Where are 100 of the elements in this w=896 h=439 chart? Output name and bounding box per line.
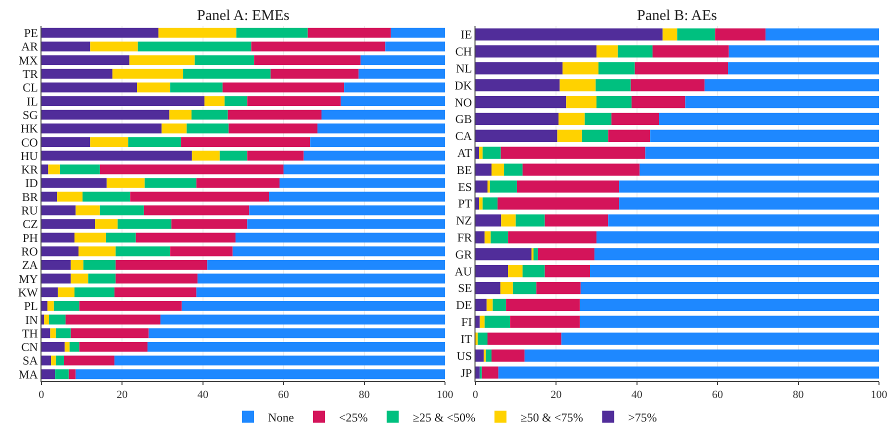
bar <box>360 55 445 66</box>
bar <box>41 192 58 202</box>
bar <box>480 316 485 328</box>
bar <box>321 110 445 120</box>
y-tick-label: US <box>456 348 472 363</box>
bar <box>475 282 500 294</box>
bar <box>41 232 74 243</box>
bar <box>510 316 580 328</box>
bar <box>116 260 208 270</box>
bar <box>486 350 492 362</box>
bar <box>344 82 445 92</box>
bar <box>596 96 632 108</box>
bar <box>475 164 492 176</box>
bar <box>158 28 236 38</box>
y-tick-label: PT <box>458 196 473 211</box>
y-tick-label: SG <box>22 108 38 122</box>
bar <box>728 45 879 58</box>
y-tick-label: CL <box>22 80 38 95</box>
bar <box>41 164 48 174</box>
y-tick-label: CA <box>455 129 472 144</box>
bar <box>475 265 508 278</box>
y-tick-label: HK <box>20 122 38 136</box>
bar <box>58 287 74 298</box>
bar <box>41 28 158 38</box>
bar <box>390 28 445 38</box>
y-tick-label: PL <box>24 299 38 314</box>
bar <box>74 232 106 243</box>
bar <box>112 68 184 79</box>
bar <box>130 192 270 202</box>
bar <box>562 62 598 74</box>
bar <box>475 28 663 41</box>
bar <box>487 332 562 345</box>
x-tick-label: 100 <box>870 389 888 402</box>
bar <box>596 45 618 58</box>
bar <box>220 150 248 161</box>
x-tick-label: 80 <box>358 389 370 402</box>
bar <box>478 332 488 345</box>
y-tick-label: FR <box>457 230 472 245</box>
bar <box>566 96 596 108</box>
bar <box>106 178 145 188</box>
y-tick-label: KW <box>18 285 39 300</box>
bar <box>704 79 879 92</box>
x-tick-label: 0 <box>472 389 479 402</box>
y-tick-label: GR <box>455 247 472 262</box>
bar <box>192 110 228 120</box>
bar <box>41 314 44 324</box>
bar <box>144 205 250 216</box>
bar <box>148 342 445 352</box>
bar <box>662 28 678 41</box>
bar <box>54 300 80 311</box>
bar <box>70 260 84 270</box>
bar <box>475 366 480 379</box>
bar <box>580 282 879 294</box>
bar <box>41 328 50 338</box>
bar <box>270 68 359 79</box>
bar <box>118 219 172 229</box>
bar <box>632 96 686 108</box>
bar <box>358 68 445 79</box>
bar <box>475 45 596 58</box>
bar <box>608 130 650 142</box>
y-tick-label: NZ <box>456 214 472 228</box>
bar <box>508 265 523 278</box>
bar <box>596 231 879 244</box>
bar <box>486 298 493 312</box>
bar <box>475 62 563 74</box>
bar <box>170 246 233 256</box>
bar <box>317 123 445 134</box>
bar <box>41 178 107 188</box>
y-tick-label: HU <box>20 148 38 163</box>
bar <box>224 96 248 106</box>
bar <box>492 298 506 312</box>
bar <box>475 180 488 193</box>
bar <box>236 28 308 38</box>
bar <box>475 214 502 226</box>
bar <box>516 180 620 193</box>
bar <box>561 332 879 345</box>
bar <box>169 110 192 120</box>
bar <box>51 356 56 366</box>
bar <box>186 123 229 134</box>
bar <box>57 192 83 202</box>
bar <box>619 180 879 193</box>
bar <box>196 287 445 298</box>
bar <box>41 274 71 284</box>
bar <box>192 150 220 161</box>
bar <box>170 82 223 92</box>
y-tick-label: MX <box>18 53 38 68</box>
bar <box>484 231 491 244</box>
y-tick-label: NL <box>456 61 472 76</box>
y-tick-label: RU <box>21 204 38 218</box>
bar <box>79 342 148 352</box>
bar <box>183 68 271 79</box>
bar <box>516 214 545 226</box>
y-tick-label: KR <box>21 162 38 177</box>
bar <box>95 219 118 229</box>
bar <box>475 350 484 362</box>
bar <box>204 96 225 106</box>
bar <box>652 45 729 58</box>
bar <box>76 369 445 380</box>
bar <box>41 356 52 366</box>
bar <box>645 146 879 159</box>
